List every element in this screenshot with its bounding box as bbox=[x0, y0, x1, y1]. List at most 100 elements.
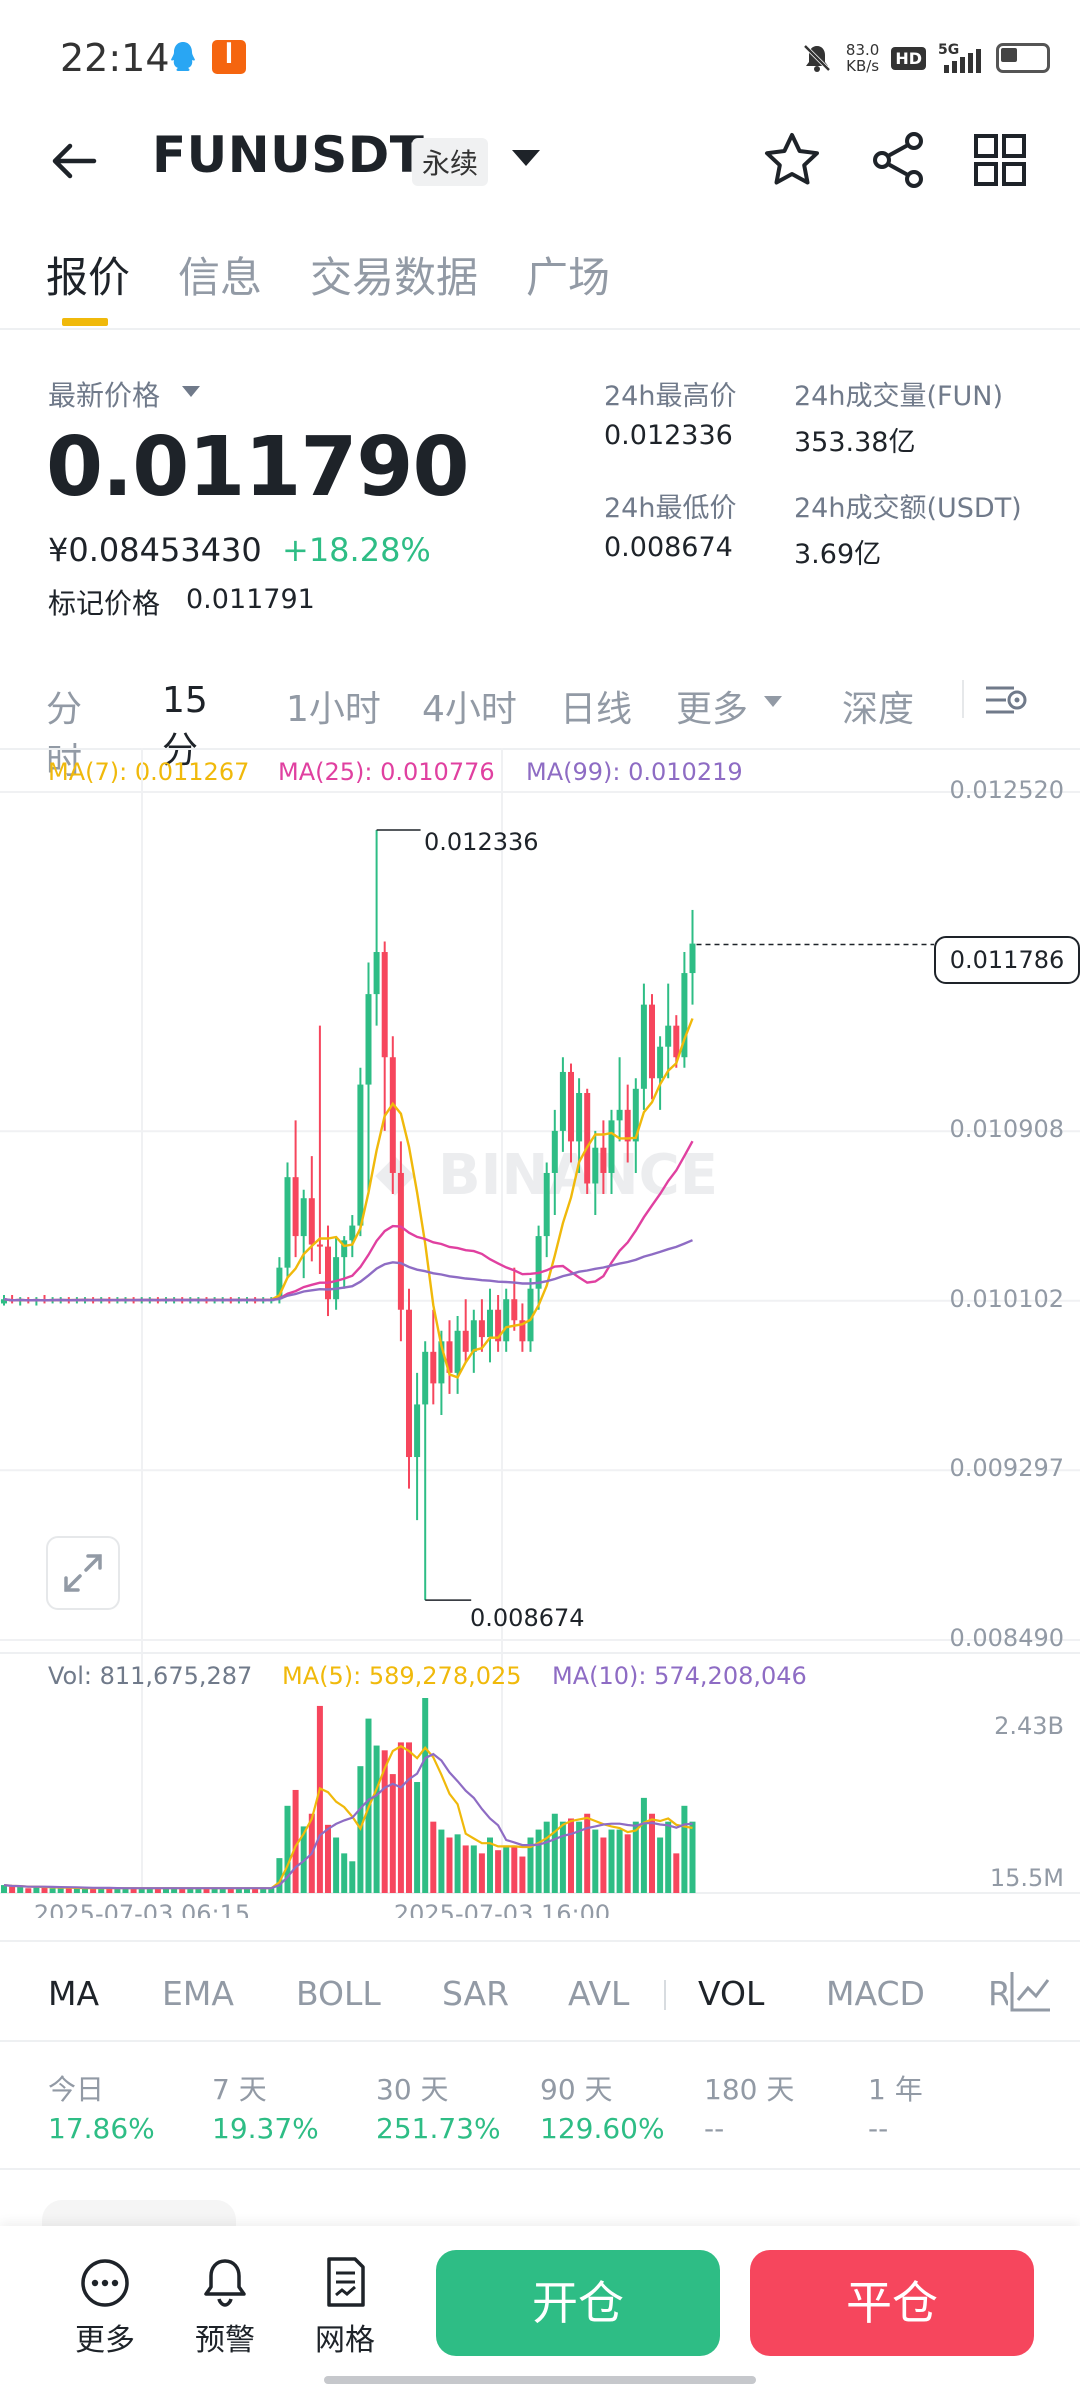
tab-quote[interactable]: 报价 bbox=[46, 253, 131, 302]
interval-depth[interactable]: 深度 bbox=[842, 689, 915, 730]
open-position-button[interactable]: 开仓 bbox=[436, 2250, 720, 2356]
candle-body bbox=[665, 1025, 672, 1047]
caret-down-icon[interactable] bbox=[182, 386, 200, 397]
volume-bar bbox=[49, 1888, 56, 1893]
indicator-rsi[interactable]: RSI bbox=[988, 1974, 1008, 2013]
perf-value-90d: 129.60% bbox=[540, 2112, 665, 2145]
volume-bar bbox=[227, 1888, 234, 1893]
price-axis-label: 0.009297 bbox=[949, 1454, 1064, 1482]
volume-bar bbox=[527, 1837, 534, 1893]
fullscreen-icon[interactable] bbox=[46, 1536, 120, 1610]
more-button[interactable]: 更多 bbox=[60, 2255, 150, 2359]
interval-1h[interactable]: 1小时 bbox=[286, 689, 381, 730]
candle-body bbox=[430, 1351, 437, 1384]
interval-timeline[interactable]: 分时 bbox=[46, 689, 83, 782]
stat-turnover-value: 3.69亿 bbox=[794, 539, 882, 570]
more-caret-icon[interactable] bbox=[764, 696, 782, 707]
star-icon[interactable] bbox=[760, 128, 824, 192]
chart-settings-icon[interactable] bbox=[984, 680, 1030, 720]
symbol-title[interactable]: FUNUSDT bbox=[152, 126, 425, 184]
indicator-boll[interactable]: BOLL bbox=[296, 1974, 381, 2013]
volume-axis-label: 2.43B bbox=[994, 1712, 1064, 1740]
volume-bar bbox=[462, 1845, 469, 1893]
price-chart[interactable]: BINANCE 0.012520 0.010908 0.010102 0.009297… bbox=[0, 748, 1080, 1918]
indicator-avl[interactable]: AVL bbox=[568, 1974, 630, 2013]
candle-body bbox=[600, 1147, 607, 1173]
price-axis-label: 0.008490 bbox=[949, 1624, 1064, 1652]
volume-bar bbox=[106, 1888, 113, 1893]
candle-body bbox=[300, 1198, 307, 1237]
volume-bars bbox=[1, 1698, 696, 1893]
indicator-vol[interactable]: VOL bbox=[698, 1974, 765, 2013]
interval-4h[interactable]: 4小时 bbox=[422, 689, 517, 730]
stat-high-value: 0.012336 bbox=[604, 420, 733, 451]
grid-doc-icon bbox=[327, 2257, 365, 2307]
tab-trading-data[interactable]: 交易数据 bbox=[310, 253, 479, 302]
candle-body bbox=[325, 1246, 331, 1300]
volume-bar bbox=[82, 1888, 88, 1893]
chart-grid bbox=[0, 748, 1080, 1894]
perf-label-today: 今日 bbox=[48, 2073, 105, 2106]
volume-bar bbox=[478, 1853, 485, 1893]
volume-bar bbox=[260, 1888, 267, 1893]
candle-body bbox=[511, 1299, 518, 1321]
candle-body bbox=[414, 1404, 421, 1458]
volume-bar bbox=[487, 1837, 493, 1893]
indicator-sar[interactable]: SAR bbox=[442, 1974, 510, 2013]
volume-bar bbox=[657, 1837, 664, 1893]
close-position-button[interactable]: 平仓 bbox=[750, 2250, 1034, 2356]
tab-square[interactable]: 广场 bbox=[526, 253, 611, 302]
candle-body bbox=[551, 1130, 558, 1173]
indicator-ma[interactable]: MA bbox=[48, 1974, 100, 2013]
perf-value-180d: -- bbox=[704, 2112, 725, 2145]
signal-icon: 5G bbox=[938, 42, 981, 73]
svg-text:BINANCE: BINANCE bbox=[438, 1143, 718, 1208]
volume-bar bbox=[268, 1888, 275, 1893]
grid-trading-button[interactable]: 网格 bbox=[300, 2255, 390, 2359]
low-marker-label: 0.008674 bbox=[470, 1604, 585, 1632]
volume-bar bbox=[187, 1888, 194, 1893]
indicator-ema[interactable]: EMA bbox=[162, 1974, 234, 2013]
price-axis-label: 0.010102 bbox=[949, 1285, 1064, 1313]
candle-body bbox=[689, 943, 696, 974]
back-arrow-icon[interactable] bbox=[46, 133, 102, 189]
volume-bar bbox=[163, 1888, 169, 1893]
indicator-macd[interactable]: MACD bbox=[826, 1974, 925, 2013]
home-indicator[interactable] bbox=[324, 2376, 756, 2384]
stat-low-label: 24h最低价 bbox=[604, 493, 737, 524]
perf-label-30d: 30 天 bbox=[376, 2073, 449, 2106]
vol-ma10-legend: MA(10): 574,208,046 bbox=[552, 1662, 807, 1690]
last-price: 0.011790 bbox=[46, 420, 470, 515]
volume-bar bbox=[171, 1888, 178, 1893]
indicator-settings-icon[interactable] bbox=[1006, 1966, 1056, 2016]
perf-label-90d: 90 天 bbox=[540, 2073, 613, 2106]
volume-bar bbox=[673, 1853, 680, 1893]
high-marker-label: 0.012336 bbox=[424, 828, 539, 856]
chevron-down-icon[interactable] bbox=[512, 150, 540, 166]
app-icon: ꟾ bbox=[212, 40, 246, 74]
last-price-label[interactable]: 最新价格 bbox=[48, 379, 161, 412]
price-axis-label: 0.012520 bbox=[949, 776, 1064, 804]
interval-daily[interactable]: 日线 bbox=[560, 689, 633, 730]
volume-bar bbox=[470, 1845, 477, 1893]
candle-body bbox=[519, 1320, 526, 1342]
interval-15m[interactable]: 15分 bbox=[162, 680, 208, 771]
candle-body bbox=[462, 1330, 469, 1352]
candles bbox=[1, 829, 934, 1601]
price-change-percent: +18.28% bbox=[282, 531, 431, 569]
volume-bar bbox=[519, 1856, 526, 1893]
volume-bar bbox=[65, 1888, 72, 1893]
volume-bar bbox=[57, 1888, 64, 1893]
share-icon[interactable] bbox=[868, 128, 932, 192]
candle-body bbox=[349, 1225, 356, 1241]
divider bbox=[0, 748, 1080, 750]
alert-button[interactable]: 预警 bbox=[180, 2255, 270, 2359]
candle-body bbox=[446, 1341, 453, 1373]
alert-label: 预警 bbox=[195, 2323, 255, 2358]
candle-body bbox=[438, 1341, 445, 1384]
volume-bar bbox=[624, 1834, 631, 1893]
grid-icon[interactable] bbox=[968, 128, 1032, 192]
volume-bar bbox=[73, 1888, 80, 1893]
tab-info[interactable]: 信息 bbox=[178, 253, 263, 302]
interval-more[interactable]: 更多 bbox=[676, 689, 749, 730]
